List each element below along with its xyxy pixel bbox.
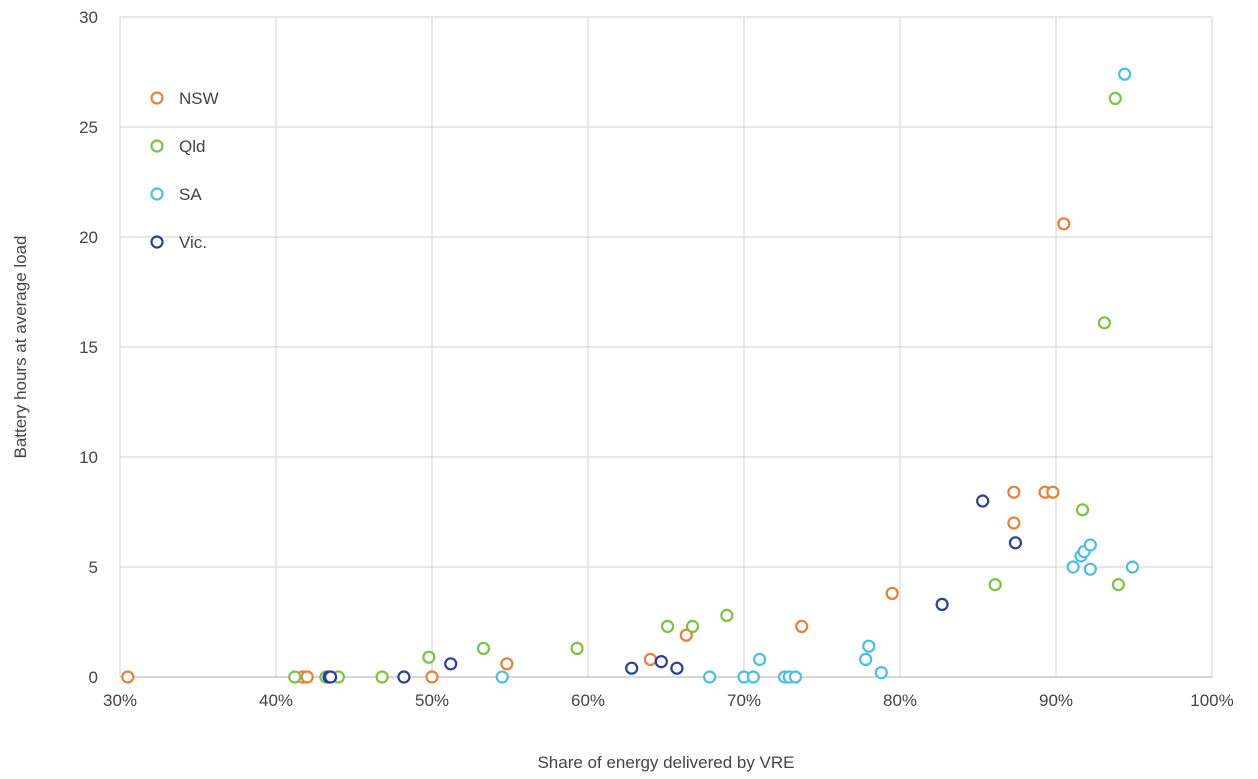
data-point <box>1083 562 1097 576</box>
data-point <box>703 670 717 684</box>
data-point <box>885 586 899 601</box>
series-qld <box>288 91 1126 684</box>
series-vic <box>322 494 1023 684</box>
data-point <box>1007 516 1021 530</box>
legend-label: NSW <box>179 89 219 108</box>
data-point <box>500 657 514 671</box>
x-tick-label: 100% <box>1190 691 1233 710</box>
data-point <box>495 670 509 684</box>
legend-marker <box>150 91 164 105</box>
grid-layer <box>119 16 1213 677</box>
data-point <box>1097 316 1111 330</box>
data-point <box>422 650 436 664</box>
data-point <box>746 670 760 684</box>
data-point <box>795 619 809 634</box>
data-point <box>300 670 314 684</box>
data-point <box>1108 91 1122 106</box>
data-point <box>375 670 389 684</box>
x-tick-label: 40% <box>259 691 293 710</box>
tick-labels: 30% 40% 50% 60% 70% 80% 90% 100% 0 5 10 15 20 25 30 <box>79 8 1234 710</box>
data-point <box>935 597 949 612</box>
x-tick-label: 60% <box>571 691 605 710</box>
series-sa <box>495 67 1140 684</box>
data-point <box>570 641 584 656</box>
data-point <box>288 670 302 684</box>
legend-label: SA <box>179 185 202 204</box>
data-point <box>1066 560 1080 574</box>
data-point <box>1125 560 1140 574</box>
data-point <box>1118 67 1132 81</box>
x-tick-label: 80% <box>883 691 917 710</box>
data-point <box>1007 485 1021 499</box>
y-axis-title: Battery hours at average load <box>11 235 30 458</box>
y-tick-label: 15 <box>79 338 98 357</box>
series-nsw <box>121 217 1071 684</box>
data-point <box>788 670 803 684</box>
data-point <box>121 670 135 684</box>
data-point <box>1046 485 1060 499</box>
y-tick-label: 10 <box>79 448 98 467</box>
data-point <box>1111 577 1126 592</box>
data-point <box>988 577 1002 592</box>
data-point <box>679 628 693 642</box>
data-point <box>859 652 873 667</box>
y-tick-label: 5 <box>89 558 98 577</box>
x-tick-label: 30% <box>103 691 137 710</box>
data-point <box>643 652 658 667</box>
legend-marker <box>150 139 164 153</box>
data-point <box>397 670 411 684</box>
legend: NSW Qld SA Vic. <box>150 89 219 252</box>
data-point <box>660 619 675 634</box>
data-point <box>1075 503 1090 517</box>
y-tick-label: 0 <box>89 668 98 687</box>
x-tick-label: 90% <box>1039 691 1073 710</box>
data-point <box>444 657 458 671</box>
data-point <box>976 494 990 508</box>
y-tick-label: 25 <box>79 118 98 137</box>
legend-label: Qld <box>179 137 205 156</box>
data-point <box>1083 538 1097 552</box>
legend-label: Vic. <box>179 233 207 252</box>
legend-marker <box>150 187 164 201</box>
x-axis-title: Share of energy delivered by VRE <box>537 753 794 772</box>
data-point <box>476 641 491 656</box>
data-point <box>1057 217 1071 231</box>
data-point <box>1008 536 1023 550</box>
data-point <box>324 670 338 684</box>
x-tick-label: 70% <box>727 691 761 710</box>
legend-marker <box>150 235 164 249</box>
data-point <box>685 619 700 634</box>
y-tick-label: 30 <box>79 8 98 27</box>
data-point <box>654 654 668 669</box>
data-point <box>720 608 734 623</box>
data-point <box>752 652 767 667</box>
data-point <box>670 661 684 675</box>
data-point <box>874 665 888 680</box>
y-tick-label: 20 <box>79 228 98 247</box>
data-points <box>121 67 1140 684</box>
data-point <box>862 639 876 653</box>
data-point <box>625 661 639 675</box>
data-point <box>425 670 439 684</box>
x-tick-label: 50% <box>415 691 449 710</box>
